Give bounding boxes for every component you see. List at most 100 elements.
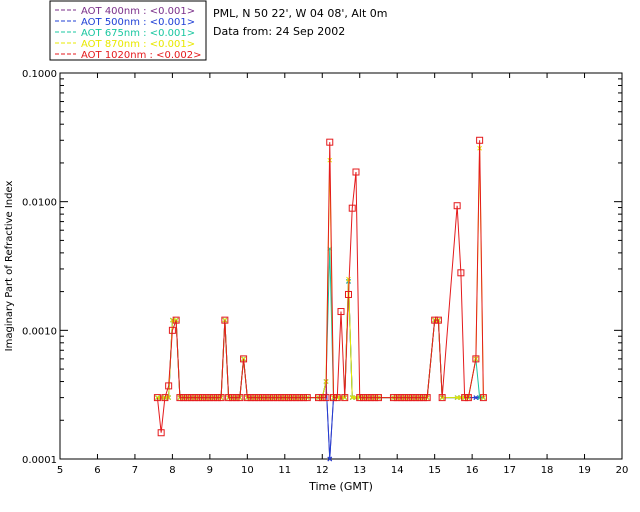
data-point <box>457 269 465 277</box>
data-point <box>363 394 371 402</box>
data-point <box>454 395 460 400</box>
y-tick-label: 0.0001 <box>22 455 57 466</box>
data-point <box>327 456 333 462</box>
data-point <box>303 394 311 402</box>
legend-entry: AOT 400nm : <0.001> <box>81 6 195 17</box>
x-tick-label: 11 <box>278 465 291 476</box>
data-point <box>348 204 356 212</box>
series-3 <box>155 145 486 400</box>
data-point <box>353 395 359 400</box>
data-point <box>389 394 397 402</box>
legend-frame <box>49 0 207 61</box>
x-tick-label: 6 <box>94 465 100 476</box>
data-point <box>322 394 330 402</box>
data-point <box>367 394 375 402</box>
y-tick-label: 0.0100 <box>22 198 57 209</box>
data-point <box>349 395 355 400</box>
data-point <box>296 394 304 402</box>
data-point <box>337 308 345 316</box>
data-point <box>479 394 487 402</box>
x-tick-label: 8 <box>169 465 175 476</box>
series-line <box>157 148 484 399</box>
x-tick-label: 20 <box>616 465 629 476</box>
data-point <box>338 395 344 400</box>
data-point <box>161 394 169 402</box>
data-point <box>285 394 293 402</box>
data-point <box>401 394 409 402</box>
data-point <box>288 394 296 402</box>
data-point <box>180 394 188 402</box>
x-tick-label: 16 <box>466 465 479 476</box>
data-point <box>170 317 175 323</box>
data-point <box>404 394 412 402</box>
x-tick-label: 17 <box>503 465 516 476</box>
series-line <box>157 281 484 460</box>
data-point <box>262 394 270 402</box>
series-4 <box>153 136 487 437</box>
data-point <box>477 395 482 400</box>
series-1 <box>155 279 486 462</box>
data-point <box>393 394 401 402</box>
x-tick-label: 10 <box>241 465 254 476</box>
data-point <box>341 394 349 402</box>
site-label: PML, N 50 22', W 04 08', Alt 0m <box>213 7 387 20</box>
data-point <box>330 394 338 402</box>
x-tick-label: 13 <box>353 465 366 476</box>
data-point <box>266 394 274 402</box>
y-tick-label: 0.1000 <box>22 69 57 80</box>
data-point <box>243 394 251 402</box>
series-line <box>157 281 484 460</box>
data-point <box>270 394 278 402</box>
data-point <box>326 138 334 146</box>
data-point <box>473 395 479 400</box>
data-point <box>374 394 382 402</box>
series-0 <box>155 279 486 462</box>
data-point <box>210 394 218 402</box>
data-point <box>476 136 484 144</box>
series-layer <box>153 136 487 462</box>
data-point <box>206 394 214 402</box>
data-point <box>438 394 446 402</box>
data-point <box>183 394 191 402</box>
data-point <box>255 394 263 402</box>
x-tick-label: 9 <box>207 465 213 476</box>
data-point <box>315 394 323 402</box>
data-point <box>472 355 480 363</box>
x-tick-label: 15 <box>428 465 441 476</box>
data-point <box>165 382 173 390</box>
data-point <box>158 395 164 400</box>
data-point <box>240 355 248 363</box>
data-point <box>412 394 420 402</box>
legend-entry: AOT 870nm : <0.001> <box>81 39 195 50</box>
data-point <box>356 394 364 402</box>
data-point <box>419 394 427 402</box>
data-point <box>168 326 176 334</box>
x-tick-label: 19 <box>578 465 591 476</box>
data-point <box>202 394 210 402</box>
data-point <box>176 394 184 402</box>
x-tick-label: 18 <box>541 465 554 476</box>
data-point <box>416 394 424 402</box>
data-point <box>281 394 289 402</box>
data-point <box>247 394 255 402</box>
data-point <box>232 394 240 402</box>
data-point <box>359 394 367 402</box>
data-point <box>371 394 379 402</box>
legend-entry: AOT 1020nm : <0.002> <box>81 50 201 61</box>
series-line <box>156 140 484 433</box>
data-point <box>464 394 472 402</box>
data-point <box>333 394 341 402</box>
legend-entry: AOT 500nm : <0.001> <box>81 17 195 28</box>
data-point <box>453 202 461 210</box>
x-tick-label: 12 <box>316 465 329 476</box>
data-point <box>318 394 326 402</box>
data-from-label: Data from: 24 Sep 2002 <box>213 25 345 38</box>
data-point <box>221 316 229 324</box>
data-point <box>434 316 442 324</box>
data-point <box>213 394 221 402</box>
plot-area <box>59 72 623 460</box>
data-point <box>352 168 360 176</box>
data-point <box>191 394 199 402</box>
data-point <box>292 394 300 402</box>
data-point <box>431 316 439 324</box>
